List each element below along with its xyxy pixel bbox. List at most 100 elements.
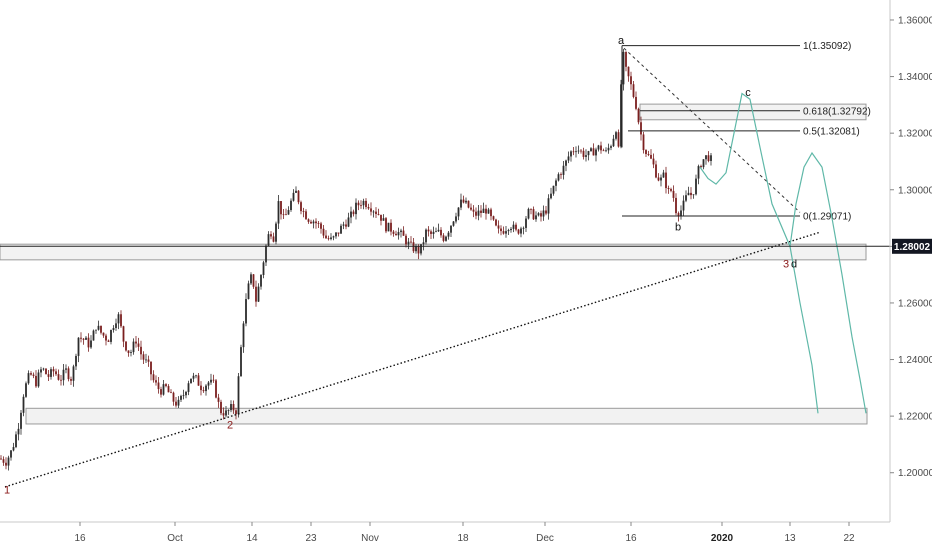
- candle-body: [160, 389, 162, 395]
- candle-body: [35, 375, 37, 387]
- candle-body: [650, 154, 652, 159]
- candle-body: [672, 190, 675, 198]
- candle-body: [662, 172, 665, 178]
- price-candles: [0, 48, 712, 471]
- candle-body: [687, 192, 690, 196]
- candle-body: [415, 246, 417, 252]
- candle-body: [670, 189, 672, 191]
- candle-body: [420, 244, 422, 254]
- candle-body: [667, 188, 670, 190]
- candle-body: [610, 146, 612, 148]
- candle-body: [75, 355, 77, 367]
- candle-body: [512, 224, 515, 229]
- candle-body: [267, 234, 270, 246]
- candle-body: [307, 219, 310, 222]
- candle-body: [132, 341, 135, 353]
- candle-body: [70, 379, 72, 381]
- candle-body: [92, 330, 95, 341]
- wave-label: c: [745, 87, 751, 99]
- candle-body: [202, 390, 205, 392]
- candle-body: [515, 224, 517, 230]
- candle-body: [200, 385, 202, 391]
- candle-body: [25, 383, 27, 397]
- candle-body: [12, 447, 15, 451]
- candle-body: [695, 178, 697, 195]
- candle-body: [150, 361, 152, 375]
- wave-label: 1: [4, 485, 10, 497]
- candle-body: [545, 210, 547, 214]
- fibonacci-retracement: 1(1.35092) 0.618(1.32792) 0.5(1.32081) 0(1.…: [621, 41, 871, 223]
- current-price-tag: 1.28002: [892, 238, 932, 254]
- candle-body: [635, 96, 637, 109]
- candle-body: [57, 374, 60, 380]
- projection-path: [789, 151, 867, 414]
- candle-body: [252, 274, 255, 287]
- candle-body: [195, 375, 197, 377]
- candle-body: [127, 350, 130, 353]
- candle-body: [542, 210, 545, 217]
- candle-body: [135, 341, 137, 344]
- zone-box: [0, 243, 867, 261]
- candle-body: [105, 335, 107, 341]
- candle-body: [560, 174, 562, 176]
- candle-body: [182, 395, 185, 397]
- candle-body: [242, 323, 245, 348]
- candle-body: [602, 150, 605, 152]
- trendline-dotted: [4, 231, 821, 488]
- candle-body: [155, 380, 157, 383]
- candle-body: [497, 225, 500, 229]
- candle-body: [462, 199, 465, 203]
- candle-body: [347, 217, 350, 227]
- x-tick-label: 22: [843, 533, 855, 544]
- candle-body: [172, 392, 175, 402]
- candle-body: [685, 195, 687, 201]
- wave-label: a: [618, 35, 625, 47]
- candle-body: [470, 207, 472, 210]
- candle-body: [357, 202, 360, 206]
- candle-body: [630, 76, 632, 85]
- candle-body: [122, 326, 125, 342]
- candle-body: [570, 151, 572, 157]
- candle-body: [250, 274, 252, 284]
- candle-body: [482, 208, 485, 213]
- y-tick-label: 1.30000: [898, 185, 932, 196]
- candle-body: [377, 214, 380, 215]
- candle-body: [677, 213, 680, 217]
- candle-body: [572, 151, 575, 153]
- candle-body: [157, 382, 160, 390]
- candle-body: [530, 208, 532, 210]
- y-tick-label: 1.36000: [898, 15, 932, 26]
- candle-body: [100, 325, 102, 333]
- candle-body: [437, 229, 440, 232]
- candle-body: [297, 190, 300, 203]
- candle-body: [37, 372, 40, 387]
- candle-body: [345, 224, 347, 227]
- candle-body: [445, 236, 447, 241]
- candle-body: [397, 232, 400, 236]
- candle-body: [365, 200, 367, 208]
- candle-body: [340, 225, 342, 234]
- current-price-label: 1.28002: [894, 242, 931, 253]
- candle-body: [125, 341, 127, 351]
- candle-body: [225, 410, 227, 416]
- candle-body: [535, 215, 537, 220]
- candle-body: [517, 229, 520, 234]
- candle-body: [537, 213, 540, 216]
- candle-body: [82, 338, 85, 340]
- zone-box: [25, 407, 868, 425]
- candle-body: [17, 428, 20, 435]
- candle-body: [582, 150, 585, 157]
- candle-body: [575, 151, 577, 153]
- candle-body: [640, 122, 642, 135]
- candle-body: [450, 225, 452, 233]
- candle-body: [147, 359, 150, 362]
- y-tick-label: 1.32000: [898, 129, 932, 140]
- candle-body: [692, 194, 695, 196]
- candle-body: [167, 386, 170, 393]
- candle-body: [280, 201, 282, 215]
- candle-body: [107, 340, 110, 342]
- candle-body: [262, 262, 265, 276]
- candle-body: [382, 218, 385, 221]
- candle-body: [447, 232, 450, 237]
